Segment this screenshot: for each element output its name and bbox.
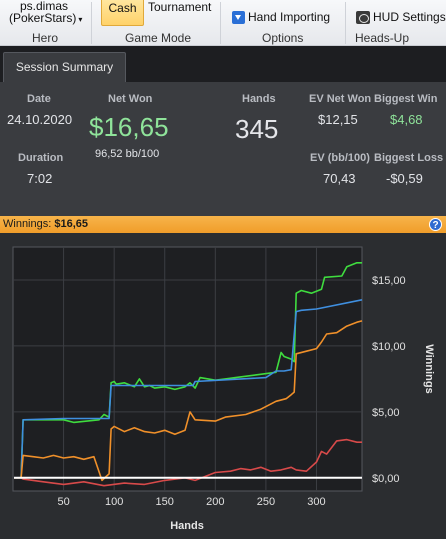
winnings-chart: 50 100 150 200 250 300 $0,00 $5,00 $10,00 $15,00…	[12, 246, 435, 532]
ev-bb100-value: 70,43	[323, 171, 356, 186]
net-won-label: Net Won	[108, 93, 153, 105]
x-tick-label: 100	[105, 496, 123, 508]
biggest-win-value: $4,68	[390, 112, 423, 127]
ribbon-toolbar: ps.dimas (PokerStars) ▾ Hero Cash Tournam…	[0, 0, 446, 59]
net-won-bb100: 96,52 bb/100	[95, 148, 160, 160]
hands-label: Hands	[242, 93, 276, 105]
hero-name[interactable]: ps.dimas	[20, 0, 69, 13]
plot-area	[12, 246, 363, 492]
date-value: 24.10.2020	[7, 112, 73, 127]
hands-value: 345	[235, 114, 279, 144]
series-line-orange	[14, 320, 363, 482]
net-won-value: $16,65	[89, 112, 169, 142]
x-axis-ticks: 50 100 150 200 250 300	[57, 496, 325, 508]
winnings-label: Winnings:	[3, 218, 52, 230]
tournament-mode-button[interactable]: Tournament	[148, 0, 212, 14]
duration-value: 7:02	[27, 171, 53, 186]
hud-settings-button[interactable]: HUD Settings	[356, 10, 446, 24]
cash-mode-button[interactable]: Cash	[101, 0, 144, 26]
tab-strip: Session Summary	[0, 46, 446, 82]
biggest-win-label: Biggest Win	[374, 93, 438, 105]
x-axis-label: Hands	[170, 520, 204, 532]
ev-net-won-value: $12,15	[318, 112, 358, 127]
date-label: Date	[27, 93, 51, 105]
hud-icon	[356, 10, 370, 24]
x-tick-label: 200	[206, 496, 224, 508]
duration-label: Duration	[18, 152, 64, 164]
y-tick-label: $5,00	[372, 407, 400, 419]
series-line-red	[14, 438, 362, 487]
ev-bb100-label: EV (bb/100)	[310, 152, 370, 164]
winnings-chart-panel: 50 100 150 200 250 300 $0,00 $5,00 $10,00 $15,00…	[0, 233, 446, 534]
series-lines	[14, 261, 363, 487]
hero-group-label: Hero	[32, 31, 59, 45]
y-tick-label: $10,00	[372, 341, 406, 353]
tab-session-summary[interactable]: Session Summary	[3, 52, 126, 82]
series-line-blue	[14, 299, 363, 479]
y-tick-label: $0,00	[372, 473, 400, 485]
x-tick-label: 50	[57, 496, 69, 508]
y-tick-label: $15,00	[372, 275, 406, 287]
chevron-down-icon: ▾	[78, 15, 83, 24]
winnings-header-bar: Winnings: $16,65 ?	[0, 216, 446, 233]
options-group-label: Options	[262, 31, 304, 45]
import-arrow-icon	[232, 10, 245, 24]
ribbon-divider	[91, 2, 92, 44]
x-tick-label: 150	[156, 496, 174, 508]
game-mode-group-label: Game Mode	[125, 31, 192, 45]
x-tick-label: 300	[307, 496, 325, 508]
ev-net-won-label: EV Net Won	[309, 93, 372, 105]
hand-importing-button[interactable]: Hand Importing	[232, 10, 330, 24]
series-line-green	[14, 261, 362, 479]
session-summary-panel: Date 24.10.2020 Duration 7:02 Net Won $1…	[0, 82, 446, 216]
hand-importing-label: Hand Importing	[248, 10, 331, 24]
x-tick-label: 250	[257, 496, 275, 508]
biggest-loss-label: Biggest Loss	[374, 152, 444, 164]
ribbon-divider	[345, 2, 346, 44]
winnings-value: $16,65	[54, 218, 89, 230]
hud-settings-label: HUD Settings	[373, 10, 446, 24]
hero-site-label: (PokerStars)	[9, 11, 77, 25]
biggest-loss-value: -$0,59	[386, 171, 423, 186]
y-axis-label: Winnings	[423, 344, 435, 393]
y-axis-ticks: $0,00 $5,00 $10,00 $15,00	[372, 275, 406, 485]
hero-site-selector[interactable]: (PokerStars) ▾	[9, 12, 82, 26]
ribbon-divider	[220, 2, 221, 44]
help-icon[interactable]: ?	[429, 218, 442, 231]
